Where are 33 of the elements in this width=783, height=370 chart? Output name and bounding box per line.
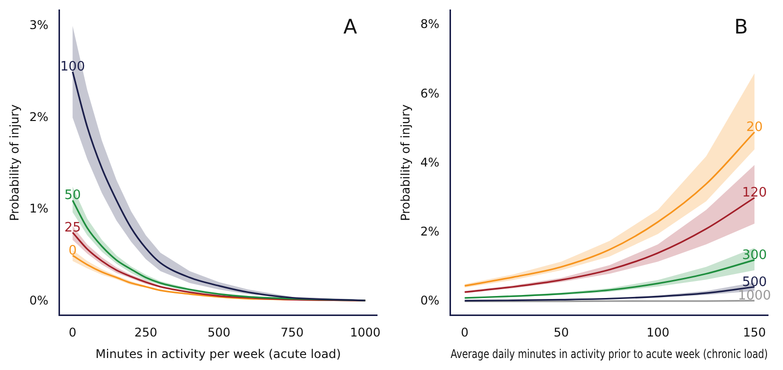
series-label: 300 [742, 248, 767, 263]
annotation: B [734, 14, 748, 38]
x-tick-label: 50 [554, 326, 569, 340]
x-tick-label: 250 [134, 326, 158, 340]
series-label: 1000 [738, 288, 772, 304]
y-axis-title: Probability of injury [398, 104, 412, 221]
series-label: 50 [64, 188, 81, 204]
y-tick-label: 2% [420, 224, 440, 238]
x-axis-title: Average daily minutes in activity prior to acute week (chronic load) [450, 346, 768, 362]
series-label: 120 [742, 186, 767, 201]
series-label: 500 [742, 274, 767, 290]
y-tick-label: 0% [420, 294, 440, 308]
y-tick-label: 6% [420, 86, 440, 100]
x-tick-label: 0 [68, 326, 76, 340]
y-tick-label: 4% [420, 155, 440, 170]
x-tick-label: 500 [207, 326, 230, 340]
x-tick-label: 0 [460, 326, 469, 340]
annotation: A [343, 14, 358, 38]
series-label: 100 [60, 60, 86, 75]
x-tick-label: 750 [280, 326, 304, 340]
y-axis-title: Probability of injury [7, 104, 22, 221]
x-tick-label: 150 [743, 326, 766, 340]
y-tick-label: 0% [29, 294, 48, 308]
series-label: 0 [68, 243, 77, 258]
y-tick-label: 3% [29, 18, 48, 32]
y-tick-label: 2% [29, 110, 48, 124]
y-tick-label: 1% [29, 202, 48, 216]
x-tick-label: 1000 [350, 326, 381, 340]
series-label: 20 [746, 120, 763, 136]
x-axis-title: Minutes in activity per week (acute load) [96, 346, 341, 361]
y-tick-label: 8% [420, 17, 440, 32]
x-tick-label: 100 [646, 326, 670, 340]
series-label: 25 [64, 220, 81, 236]
